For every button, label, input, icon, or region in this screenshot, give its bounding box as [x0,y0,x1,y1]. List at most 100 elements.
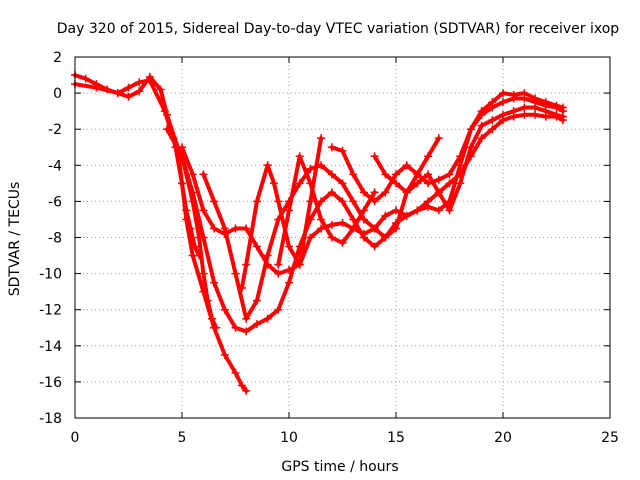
data-point [359,188,368,197]
data-point [220,224,229,233]
data-point [338,197,347,206]
data-point [338,146,347,155]
series-line [239,136,324,290]
data-point [242,224,251,233]
data-point [207,314,216,323]
data-point [466,125,475,134]
series-track-8 [274,152,379,269]
data-point [242,386,251,395]
data-point [499,110,507,119]
data-point [92,83,101,92]
x-axis-label: GPS time / hours [281,459,398,475]
y-tick-label: -2 [48,122,62,138]
data-point [231,368,240,377]
data-point [135,78,144,87]
data-point [392,224,400,233]
data-point [295,152,304,161]
data-point [295,260,304,269]
data-point [317,215,326,224]
data-point [242,327,251,336]
data-point [477,121,486,130]
data-point [263,161,272,170]
data-point [285,278,293,287]
data-point [445,170,454,179]
data-point [220,305,229,314]
data-point [252,242,261,251]
data-point [263,251,272,260]
x-tick-label: 20 [494,430,512,446]
data-point [434,206,443,215]
data-point [445,179,454,188]
data-point [370,152,379,161]
series-line [372,105,565,213]
data-point [274,305,283,314]
data-point [413,179,422,188]
data-point [488,116,497,125]
data-point [306,164,315,173]
series-line [276,154,377,267]
x-tick-label: 15 [387,430,405,446]
data-point [381,170,390,179]
data-point [381,188,390,197]
y-tick-label: -18 [39,411,62,427]
y-tick-label: -14 [39,339,62,355]
data-point [488,103,497,112]
data-point [327,170,336,179]
series-track-9 [327,94,567,206]
data-point [124,83,133,92]
data-point [156,85,165,94]
data-point [237,284,246,293]
data-point [124,92,133,101]
data-series [71,71,567,395]
y-tick-label: -6 [48,194,62,210]
data-point [456,161,465,170]
data-point [285,206,293,215]
y-tick-label: 0 [53,86,62,102]
data-point [182,206,191,215]
data-point [338,219,347,228]
data-point [424,197,433,206]
data-point [349,224,358,233]
data-point [381,233,390,242]
data-point [135,87,144,96]
data-point [199,206,208,215]
data-point [413,206,422,215]
data-point [520,110,529,119]
data-point [499,89,507,98]
data-point [327,233,336,242]
x-tick-label: 10 [280,430,298,446]
data-point [252,197,261,206]
data-point [370,188,379,197]
data-point [186,224,195,233]
data-point [163,125,172,134]
y-tick-label: -4 [48,158,62,174]
chart-title: Day 320 of 2015, Sidereal Day-to-day VTE… [57,21,620,37]
data-point [424,152,433,161]
data-point [285,265,293,274]
data-point [359,229,368,238]
data-point [231,224,240,233]
data-point [552,110,561,119]
data-point [552,103,561,112]
data-point [231,323,240,332]
data-point [370,224,379,233]
data-point [252,296,261,305]
data-point [359,215,368,224]
data-point [434,188,443,197]
data-point [210,224,219,233]
data-point [456,152,465,161]
y-tick-label: -8 [48,231,62,247]
data-point [520,94,529,103]
data-point [160,107,169,116]
data-point [317,197,326,206]
data-point [370,197,379,206]
data-point [349,170,358,179]
y-axis-label: SDTVAR / TECUs [7,182,23,297]
data-point [220,350,229,359]
data-point [190,242,199,251]
x-tick-label: 0 [71,430,80,446]
data-point [424,170,433,179]
data-point [445,206,454,215]
data-point [252,320,261,329]
